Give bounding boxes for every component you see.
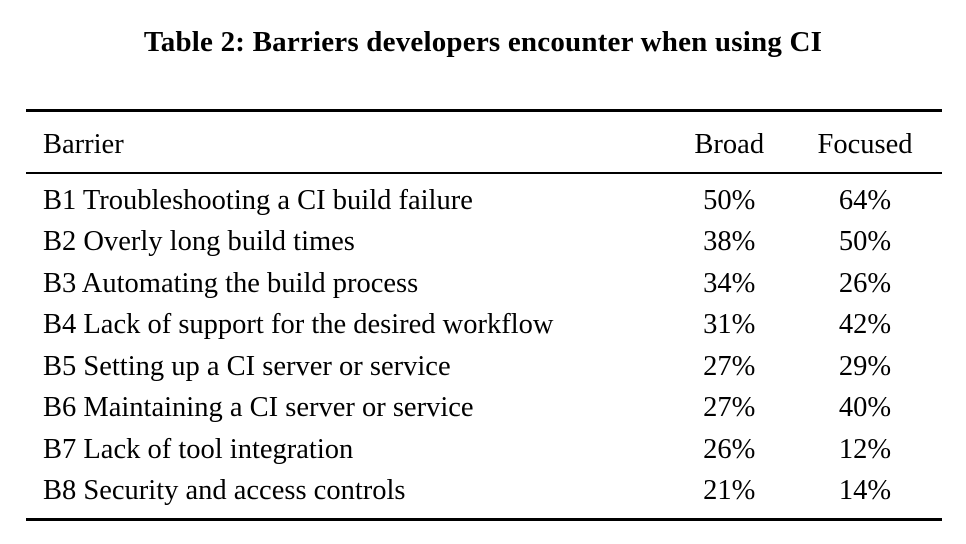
cell-broad: 31% <box>703 309 756 341</box>
cell-broad: 38% <box>703 226 756 258</box>
cell-broad: 50% <box>703 184 756 216</box>
cell-barrier: B7 Lack of tool integration <box>43 433 354 465</box>
table-row: B2 Overly long build times 38% 50% <box>26 222 942 264</box>
cell-barrier: B1 Troubleshooting a CI build failure <box>43 184 473 216</box>
cell-focused: 12% <box>838 433 892 465</box>
cell-barrier: B8 Security and access controls <box>43 475 406 507</box>
barriers-table: Barrier Broad Focused B1 Troubleshooting… <box>26 109 942 521</box>
cell-broad: 26% <box>703 433 756 465</box>
cell-focused: 40% <box>838 392 892 424</box>
header-broad: Broad <box>694 129 765 160</box>
cell-focused: 26% <box>838 267 892 299</box>
cell-focused: 64% <box>838 184 892 216</box>
table-row: B8 Security and access controls 21% 14% <box>26 471 942 520</box>
cell-broad: 27% <box>703 350 756 382</box>
table-body: B1 Troubleshooting a CI build failure 50… <box>26 173 942 520</box>
header-focused: Focused <box>817 129 913 160</box>
barriers-table-container: Barrier Broad Focused B1 Troubleshooting… <box>26 109 942 521</box>
table-row: B6 Maintaining a CI server or service 27… <box>26 388 942 430</box>
cell-barrier: B3 Automating the build process <box>43 267 419 299</box>
cell-broad: 27% <box>703 392 756 424</box>
cell-barrier: B6 Maintaining a CI server or service <box>43 392 474 424</box>
cell-barrier: B5 Setting up a CI server or service <box>43 350 451 382</box>
cell-broad: 21% <box>703 475 756 507</box>
cell-focused: 50% <box>838 226 892 258</box>
table-caption: Table 2: Barriers developers encounter w… <box>143 26 823 58</box>
table-row: B7 Lack of tool integration 26% 12% <box>26 429 942 471</box>
cell-barrier: B4 Lack of support for the desired workf… <box>43 309 554 341</box>
header-row: Barrier Broad Focused <box>26 110 942 173</box>
table-row: B1 Troubleshooting a CI build failure 50… <box>26 173 942 222</box>
table-row: B4 Lack of support for the desired workf… <box>26 305 942 347</box>
table-row: B3 Automating the build process 34% 26% <box>26 263 942 305</box>
cell-focused: 42% <box>838 309 892 341</box>
cell-focused: 14% <box>838 475 892 507</box>
table-row: B5 Setting up a CI server or service 27%… <box>26 346 942 388</box>
cell-focused: 29% <box>838 350 892 382</box>
header-barrier: Barrier <box>43 129 124 160</box>
table-header: Barrier Broad Focused <box>26 110 942 173</box>
cell-barrier: B2 Overly long build times <box>43 226 355 258</box>
cell-broad: 34% <box>703 267 756 299</box>
